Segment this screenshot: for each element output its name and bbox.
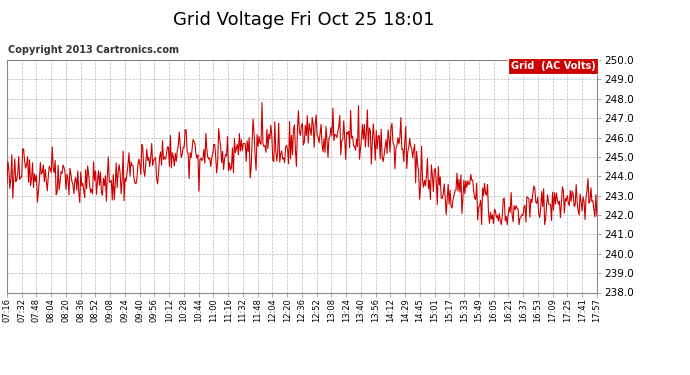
Text: Grid  (AC Volts): Grid (AC Volts) bbox=[511, 62, 595, 71]
Text: Copyright 2013 Cartronics.com: Copyright 2013 Cartronics.com bbox=[8, 45, 179, 55]
Text: Grid Voltage Fri Oct 25 18:01: Grid Voltage Fri Oct 25 18:01 bbox=[173, 11, 434, 29]
